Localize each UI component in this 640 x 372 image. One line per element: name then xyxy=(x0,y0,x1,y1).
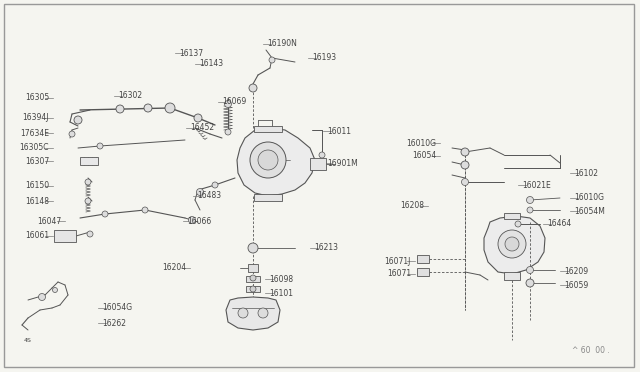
Circle shape xyxy=(461,148,469,156)
Circle shape xyxy=(250,142,286,178)
Text: 16193: 16193 xyxy=(312,54,336,62)
Circle shape xyxy=(116,105,124,113)
Circle shape xyxy=(505,237,519,251)
Text: 16137: 16137 xyxy=(179,48,203,58)
Bar xyxy=(504,272,520,280)
Circle shape xyxy=(225,100,232,108)
Polygon shape xyxy=(237,128,315,196)
Polygon shape xyxy=(484,216,545,274)
Bar xyxy=(80,157,98,165)
Text: 16305C: 16305C xyxy=(19,144,49,153)
Text: 16054G: 16054G xyxy=(102,304,132,312)
Text: 16305: 16305 xyxy=(25,93,49,103)
Bar xyxy=(246,276,260,282)
Bar xyxy=(310,158,326,170)
Circle shape xyxy=(498,230,526,258)
Text: 16011: 16011 xyxy=(327,126,351,135)
Text: 16209: 16209 xyxy=(564,266,588,276)
Text: 16071: 16071 xyxy=(387,269,411,279)
Bar xyxy=(248,264,258,272)
Circle shape xyxy=(225,129,231,135)
Text: 16213: 16213 xyxy=(314,244,338,253)
Text: 16098: 16098 xyxy=(269,275,293,283)
Text: 16452: 16452 xyxy=(190,124,214,132)
Text: 16143: 16143 xyxy=(199,60,223,68)
Circle shape xyxy=(527,207,533,213)
Circle shape xyxy=(102,211,108,217)
Text: 16102: 16102 xyxy=(574,169,598,177)
Circle shape xyxy=(238,308,248,318)
Text: 16262: 16262 xyxy=(102,318,126,327)
Circle shape xyxy=(269,57,275,63)
Text: 16071J: 16071J xyxy=(385,257,411,266)
Bar xyxy=(417,268,429,276)
Circle shape xyxy=(38,294,45,301)
Polygon shape xyxy=(226,297,280,330)
Circle shape xyxy=(196,189,204,196)
Circle shape xyxy=(250,286,256,292)
Text: 16069: 16069 xyxy=(222,97,246,106)
Text: 16483: 16483 xyxy=(197,192,221,201)
Bar xyxy=(254,126,282,132)
Text: 16148: 16148 xyxy=(25,196,49,205)
Text: 16302: 16302 xyxy=(118,92,142,100)
Circle shape xyxy=(461,179,468,186)
Circle shape xyxy=(527,266,534,273)
Circle shape xyxy=(52,288,58,292)
Text: 16021E: 16021E xyxy=(522,180,551,189)
Bar xyxy=(246,286,260,292)
Text: 16047: 16047 xyxy=(36,217,61,225)
Circle shape xyxy=(97,143,103,149)
Text: 16101: 16101 xyxy=(269,289,293,298)
Text: ^ 60  00 .: ^ 60 00 . xyxy=(572,346,610,355)
Text: 16190N: 16190N xyxy=(267,39,297,48)
Circle shape xyxy=(85,198,91,204)
Text: 16054: 16054 xyxy=(412,151,436,160)
Circle shape xyxy=(189,217,195,224)
Text: 16901M: 16901M xyxy=(327,158,358,167)
Circle shape xyxy=(165,103,175,113)
Text: 4S: 4S xyxy=(24,338,32,343)
Circle shape xyxy=(461,161,469,169)
Text: 16464: 16464 xyxy=(547,219,572,228)
Bar xyxy=(54,230,76,242)
Text: 16208: 16208 xyxy=(400,202,424,211)
Text: 17634E: 17634E xyxy=(20,128,49,138)
Text: 16061: 16061 xyxy=(25,231,49,241)
Circle shape xyxy=(142,207,148,213)
Circle shape xyxy=(527,196,534,203)
Bar xyxy=(254,194,282,201)
Bar xyxy=(417,255,429,263)
Text: 16059: 16059 xyxy=(564,280,588,289)
Circle shape xyxy=(194,114,202,122)
Circle shape xyxy=(69,131,75,137)
Circle shape xyxy=(212,182,218,188)
Text: 16394J: 16394J xyxy=(22,113,49,122)
Circle shape xyxy=(258,150,278,170)
Circle shape xyxy=(249,84,257,92)
Circle shape xyxy=(248,243,258,253)
Circle shape xyxy=(250,275,256,281)
Circle shape xyxy=(85,179,91,185)
Text: 16010G: 16010G xyxy=(574,193,604,202)
Circle shape xyxy=(144,104,152,112)
Circle shape xyxy=(258,308,268,318)
Circle shape xyxy=(74,116,82,124)
Text: 16010G: 16010G xyxy=(406,138,436,148)
Text: 16307: 16307 xyxy=(25,157,49,166)
Text: 16054M: 16054M xyxy=(574,206,605,215)
Bar xyxy=(504,213,520,219)
Text: 16066: 16066 xyxy=(187,217,211,225)
Text: 16204: 16204 xyxy=(162,263,186,273)
Circle shape xyxy=(515,221,521,227)
Circle shape xyxy=(87,231,93,237)
Text: 16150: 16150 xyxy=(25,182,49,190)
Circle shape xyxy=(319,152,325,158)
Circle shape xyxy=(526,279,534,287)
